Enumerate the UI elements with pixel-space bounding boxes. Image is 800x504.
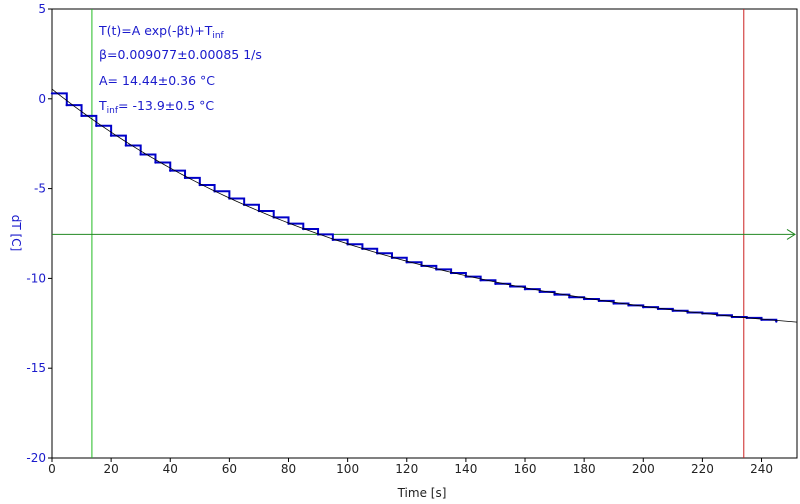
x-tick-label: 220 <box>691 462 714 476</box>
x-tick-label: 100 <box>336 462 359 476</box>
y-tick-label: -10 <box>26 271 46 285</box>
x-tick-label: 40 <box>163 462 178 476</box>
data-point <box>479 278 482 282</box>
data-point <box>50 92 54 95</box>
fit-curve <box>51 88 798 323</box>
x-tick-label: 0 <box>48 462 56 476</box>
x-tick-label: 60 <box>222 462 237 476</box>
data-point <box>124 144 128 147</box>
x-tick-label: 160 <box>514 462 537 476</box>
y-tick-label: -15 <box>26 361 46 375</box>
x-tick-label: 120 <box>395 462 418 476</box>
y-tick-label: 0 <box>38 92 46 106</box>
x-axis-title: Time [s] <box>397 486 447 500</box>
data-point <box>538 290 541 294</box>
data-point <box>582 297 586 301</box>
x-tick-label: 80 <box>281 462 296 476</box>
data-point <box>523 287 527 291</box>
data-point <box>612 302 615 305</box>
plot-area <box>51 8 798 459</box>
data-point <box>568 296 571 299</box>
annotation-amplitude: A= 14.44±0.36 °C <box>99 73 215 88</box>
data-point <box>553 293 556 296</box>
fit-annotation: T(t)=A exp(-βt)+Tinf β=0.009077±0.00085 … <box>98 23 262 116</box>
data-point <box>154 161 157 164</box>
x-tick-label: 200 <box>632 462 655 476</box>
data-point <box>775 320 778 323</box>
data-point <box>65 103 68 107</box>
annotation-formula: T(t)=A exp(-βt)+Tinf <box>98 23 225 41</box>
data-point <box>109 134 113 137</box>
y-tick-label: 5 <box>38 2 46 16</box>
data-point <box>494 282 497 285</box>
y-tick-label: -5 <box>34 182 46 196</box>
x-tick-label: 20 <box>103 462 118 476</box>
data-point <box>169 169 172 172</box>
data-point <box>95 124 98 127</box>
data-point <box>183 176 187 180</box>
data-point <box>80 114 83 118</box>
data-point <box>139 153 142 156</box>
x-tick-label: 180 <box>573 462 596 476</box>
annotation-beta: β=0.009077±0.00085 1/s <box>99 47 262 62</box>
cursor-arrow-icon <box>786 228 796 240</box>
y-axis-title: dT [C] <box>9 215 23 252</box>
x-tick-label: 140 <box>454 462 477 476</box>
x-tick-label: 240 <box>750 462 773 476</box>
y-tick-label: -20 <box>26 451 46 465</box>
data-point <box>509 285 512 288</box>
annotation-tinf: Tinf= -13.9±0.5 °C <box>98 98 214 116</box>
